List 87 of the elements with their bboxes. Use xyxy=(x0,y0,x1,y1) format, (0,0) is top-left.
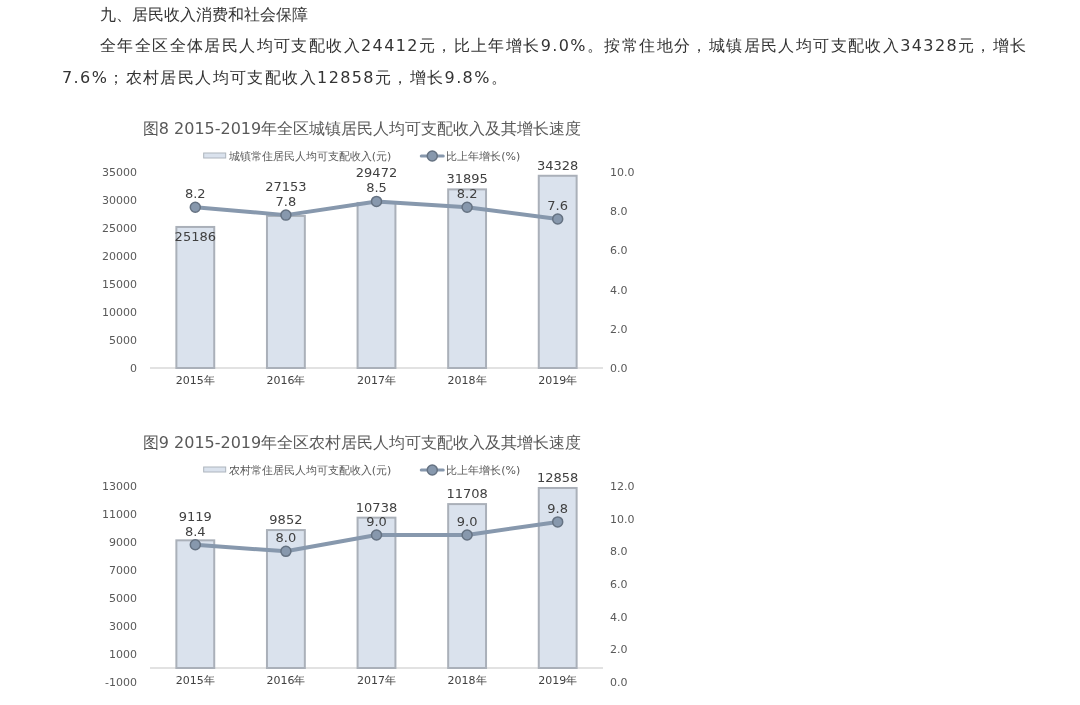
data-label: 7.8 xyxy=(275,194,297,210)
chart-title: 图9 2015-2019年全区农村居民人均可支配收入及其增长速度 xyxy=(142,433,582,452)
y-tick-label: 13000 xyxy=(102,480,137,493)
x-tick-label: 2019年 xyxy=(538,674,578,687)
data-label: 9119 xyxy=(178,508,212,524)
y2-tick-label: 6.0 xyxy=(610,578,628,591)
y-tick-label: 20000 xyxy=(102,250,137,263)
x-tick-label: 2016年 xyxy=(266,674,306,687)
legend-label: 农村常住居民人均可支配收入(元) xyxy=(228,464,392,477)
y-tick-label: 35000 xyxy=(102,166,137,179)
x-tick-label: 2019年 xyxy=(538,374,578,387)
data-label: 7.6 xyxy=(547,198,569,214)
point xyxy=(461,529,473,541)
legend-label: 比上年增长(%) xyxy=(446,464,521,477)
y-tick-label: 25000 xyxy=(102,222,137,235)
bar xyxy=(356,516,397,669)
legend-label: 城镇常住居民人均可支配收入(元) xyxy=(227,150,392,163)
data-label: 8.4 xyxy=(184,523,206,539)
x-tick-label: 2015年 xyxy=(175,374,215,387)
point xyxy=(280,545,292,558)
x-tick-label: 2017年 xyxy=(357,374,396,387)
y-tick-label: 9000 xyxy=(109,536,137,549)
data-label: 9.0 xyxy=(456,514,478,529)
bar xyxy=(447,188,488,369)
point xyxy=(551,516,564,528)
y2-tick-label: 8.0 xyxy=(610,205,628,219)
y2-tick-label: 10.0 xyxy=(610,166,635,179)
point xyxy=(370,529,383,541)
y-tick-label: 10000 xyxy=(102,306,137,319)
bar xyxy=(356,201,397,369)
text: 全年全区全体居民人均可支配收入24412元，比上年增长9.0%。按常住地分，城镇居民人均可支配收入34328元，增长7.6%；农村居民人均可支配收入12858元，增长9.8%。 xyxy=(62,35,1029,89)
data-label: 12858 xyxy=(537,469,579,485)
y-tick-label: 30000 xyxy=(102,194,137,207)
point xyxy=(551,213,564,225)
y-tick-label: 0 xyxy=(130,362,137,375)
bar xyxy=(175,539,216,669)
x-tick-label: 2018年 xyxy=(447,674,487,687)
y2-tick-label: 8.0 xyxy=(610,545,628,559)
point xyxy=(189,201,202,214)
y2-tick-label: 10.0 xyxy=(610,512,635,526)
data-label: 8.5 xyxy=(366,180,387,196)
bar xyxy=(537,174,578,369)
y2-tick-label: 2.0 xyxy=(610,322,628,336)
data-label: 27153 xyxy=(265,179,307,195)
data-label: 10738 xyxy=(355,499,398,515)
y-tick-label: 11000 xyxy=(102,508,137,521)
data-label: 11708 xyxy=(446,486,488,502)
y-tick-label: 5000 xyxy=(109,592,137,605)
data-label: 31895 xyxy=(446,171,488,187)
data-label: 34328 xyxy=(537,157,579,173)
bar xyxy=(447,503,488,669)
point xyxy=(461,201,473,214)
x-tick-label: 2016年 xyxy=(266,374,306,387)
y-tick-label: 1000 xyxy=(109,648,137,661)
bar xyxy=(265,214,306,369)
y-tick-label: 5000 xyxy=(109,334,137,347)
bar xyxy=(265,529,306,669)
y2-tick-label: 0.0 xyxy=(610,362,628,375)
data-label: 8.2 xyxy=(184,186,206,202)
y2-tick-label: 6.0 xyxy=(610,244,628,258)
data-label: 9852 xyxy=(269,512,303,528)
y2-tick-label: 4.0 xyxy=(610,610,628,624)
y-tick-label: 15000 xyxy=(102,278,137,291)
point xyxy=(370,195,383,208)
point xyxy=(189,539,202,551)
point xyxy=(280,209,292,221)
y2-tick-label: 4.0 xyxy=(610,283,628,297)
data-label: 8.0 xyxy=(275,530,297,546)
legend-label: 比上年增长(%) xyxy=(446,150,521,163)
bar xyxy=(537,486,578,669)
x-tick-label: 2018年 xyxy=(447,374,487,387)
y-tick-label: -1000 xyxy=(105,676,137,689)
data-label: 9.8 xyxy=(547,500,569,516)
text: 九、居民收入消费和社会保障 xyxy=(100,4,309,26)
y2-tick-label: 12.0 xyxy=(610,480,635,493)
data-label: 29472 xyxy=(355,165,398,181)
y-tick-label: 7000 xyxy=(109,564,137,577)
data-label: 9.0 xyxy=(366,514,387,529)
y-tick-label: 3000 xyxy=(109,620,137,633)
bar xyxy=(175,225,216,369)
data-label: 25186 xyxy=(174,228,216,244)
chart-title: 图8 2015-2019年全区城镇居民人均可支配收入及其增长速度 xyxy=(142,119,582,138)
y2-tick-label: 2.0 xyxy=(610,643,628,657)
data-label: 8.2 xyxy=(456,186,478,202)
x-tick-label: 2017年 xyxy=(357,674,396,687)
y2-tick-label: 0.0 xyxy=(610,676,628,689)
x-tick-label: 2015年 xyxy=(175,674,215,687)
